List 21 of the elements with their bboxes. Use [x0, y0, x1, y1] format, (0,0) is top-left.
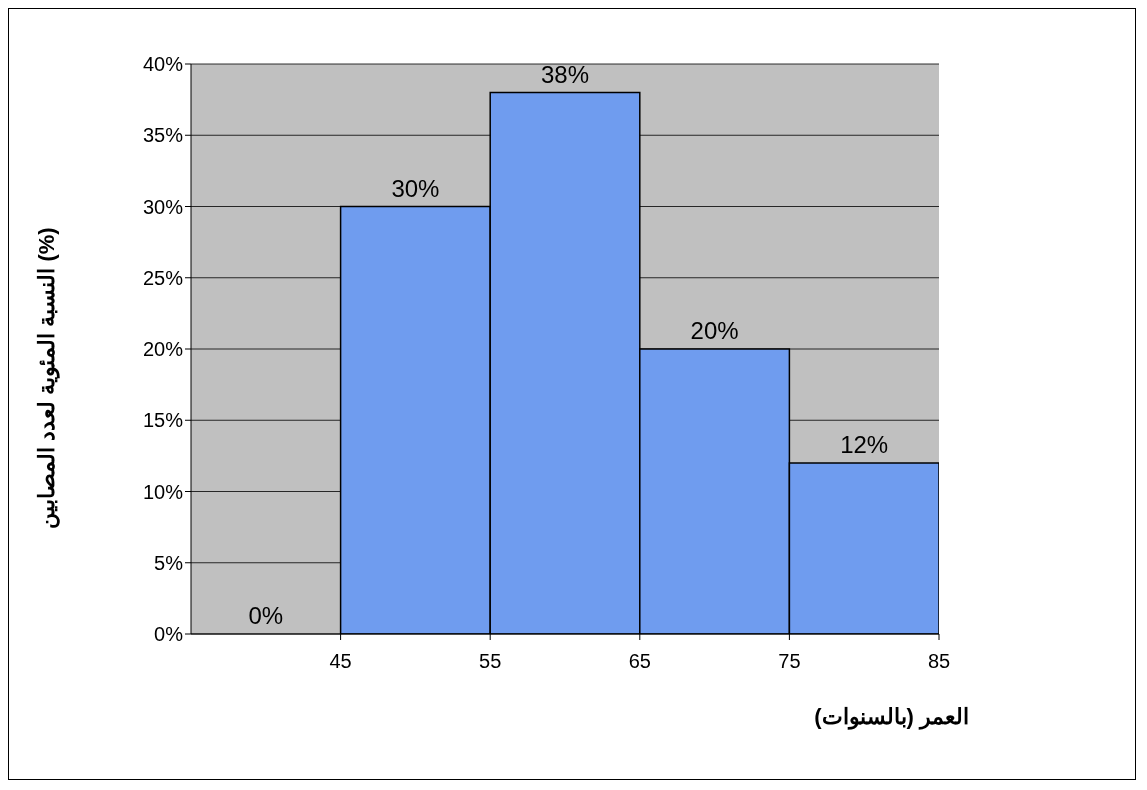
y-tick-label: 0%: [154, 623, 184, 646]
x-tick-label: 85: [927, 650, 951, 673]
y-tick-label: 25%: [142, 266, 184, 289]
data-label: 0%: [248, 602, 284, 629]
x-tick-label: 45: [329, 650, 352, 673]
data-label: 30%: [391, 174, 440, 202]
x-tick-label: 55: [479, 650, 502, 673]
y-tick-label: 15%: [142, 409, 184, 432]
y-axis-title: النسبة المئوية لعدد المصابين (%): [33, 227, 60, 529]
data-label: 12%: [840, 431, 889, 458]
data-label: 20%: [690, 317, 739, 344]
y-tick-label: 5%: [154, 551, 184, 574]
y-tick-label: 30%: [142, 195, 184, 218]
data-label: 38%: [540, 60, 590, 88]
y-tick-label: 20%: [142, 338, 184, 361]
y-tick-label: 10%: [142, 480, 184, 503]
x-tick-label: 65: [628, 650, 651, 673]
y-tick-label: 35%: [142, 124, 184, 147]
x-tick-label: 75: [778, 650, 801, 673]
y-tick-label: 40%: [142, 53, 184, 76]
x-axis-title: العمر (بالسنوات): [814, 704, 969, 730]
